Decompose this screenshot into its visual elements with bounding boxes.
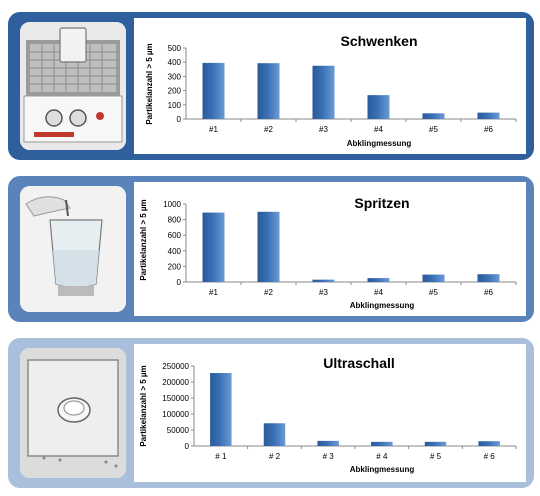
- y-axis-label: Partikelanzahl > 5 µm: [145, 43, 154, 124]
- x-tick-label: #1: [209, 125, 218, 134]
- bar: [422, 274, 445, 282]
- y-tick-label: 200000: [162, 378, 189, 387]
- y-tick-label: 400: [168, 58, 182, 67]
- chart-box-spritzen: Spritzen Partikelanzahl > 5 µm Abklingme…: [134, 182, 526, 316]
- bar: [202, 212, 225, 282]
- bar: [424, 441, 447, 446]
- bar: [317, 440, 339, 446]
- lab-photo-shaker: [20, 22, 126, 150]
- panel-schwenken: Schwenken Partikelanzahl > 5 µm Abklingm…: [8, 12, 534, 160]
- panel-ultraschall: Ultraschall Partikelanzahl > 5 µm Abklin…: [8, 338, 534, 488]
- bar: [422, 113, 445, 119]
- y-tick-label: 0: [185, 442, 190, 451]
- bar: [367, 278, 390, 282]
- y-tick-label: 600: [168, 231, 182, 240]
- bar: [257, 63, 280, 119]
- x-tick-label: #3: [319, 125, 328, 134]
- x-tick-label: # 6: [484, 452, 496, 461]
- y-tick-label: 0: [177, 278, 182, 287]
- y-tick-label: 50000: [167, 426, 190, 435]
- y-tick-label: 0: [177, 115, 182, 124]
- bar: [312, 279, 335, 282]
- x-tick-label: #6: [484, 288, 493, 297]
- x-tick-label: # 5: [430, 452, 442, 461]
- lab-photo-ultrasonic: [20, 348, 126, 478]
- x-tick-label: #2: [264, 288, 273, 297]
- chart-box-schwenken: Schwenken Partikelanzahl > 5 µm Abklingm…: [134, 18, 526, 154]
- y-tick-label: 100: [168, 101, 182, 110]
- y-tick-label: 200: [168, 87, 182, 96]
- x-tick-label: #6: [484, 125, 493, 134]
- y-axis-label: Partikelanzahl > 5 µm: [139, 199, 148, 280]
- x-tick-label: #4: [374, 125, 383, 134]
- y-axis-label: Partikelanzahl > 5 µm: [139, 365, 148, 446]
- bar-chart-spritzen: Spritzen Partikelanzahl > 5 µm Abklingme…: [139, 195, 517, 310]
- y-tick-label: 100000: [162, 410, 189, 419]
- spray-illustration: [20, 186, 126, 312]
- chart-box-ultraschall: Ultraschall Partikelanzahl > 5 µm Abklin…: [134, 344, 526, 482]
- y-tick-label: 200: [168, 262, 182, 271]
- shaker-illustration: [20, 22, 126, 150]
- y-tick-label: 300: [168, 72, 182, 81]
- x-tick-label: # 4: [376, 452, 388, 461]
- lab-photo-spray: [20, 186, 126, 312]
- x-tick-label: #2: [264, 125, 273, 134]
- x-tick-label: # 1: [215, 452, 227, 461]
- y-tick-label: 150000: [162, 394, 189, 403]
- bar-chart-ultraschall: Ultraschall Partikelanzahl > 5 µm Abklin…: [139, 355, 517, 474]
- bar: [478, 441, 500, 446]
- y-tick-label: 500: [168, 44, 182, 53]
- x-tick-label: #5: [429, 125, 438, 134]
- bar: [257, 211, 280, 282]
- x-tick-label: #3: [319, 288, 328, 297]
- y-tick-label: 400: [168, 247, 182, 256]
- panel-spritzen: Spritzen Partikelanzahl > 5 µm Abklingme…: [8, 176, 534, 322]
- bar: [202, 62, 225, 119]
- bar: [371, 441, 393, 446]
- chart-title: Schwenken: [340, 33, 417, 49]
- chart-title: Spritzen: [354, 195, 409, 211]
- chart-title: Ultraschall: [323, 355, 395, 371]
- x-tick-label: # 3: [323, 452, 335, 461]
- bar: [210, 373, 232, 446]
- x-axis-label: Abklingmessung: [347, 139, 412, 148]
- y-tick-label: 1000: [163, 200, 181, 209]
- x-tick-label: # 2: [269, 452, 281, 461]
- bar: [312, 65, 335, 119]
- y-tick-label: 800: [168, 216, 182, 225]
- bar-chart-schwenken: Schwenken Partikelanzahl > 5 µm Abklingm…: [145, 33, 517, 148]
- y-tick-label: 250000: [162, 362, 189, 371]
- bar: [367, 95, 390, 119]
- x-tick-label: #4: [374, 288, 383, 297]
- bar: [477, 274, 500, 282]
- bar: [477, 112, 500, 119]
- bar: [263, 423, 286, 446]
- x-axis-label: Abklingmessung: [350, 301, 415, 310]
- x-tick-label: #5: [429, 288, 438, 297]
- ultrasonic-bath-illustration: [20, 348, 126, 478]
- x-axis-label: Abklingmessung: [350, 465, 415, 474]
- x-tick-label: #1: [209, 288, 218, 297]
